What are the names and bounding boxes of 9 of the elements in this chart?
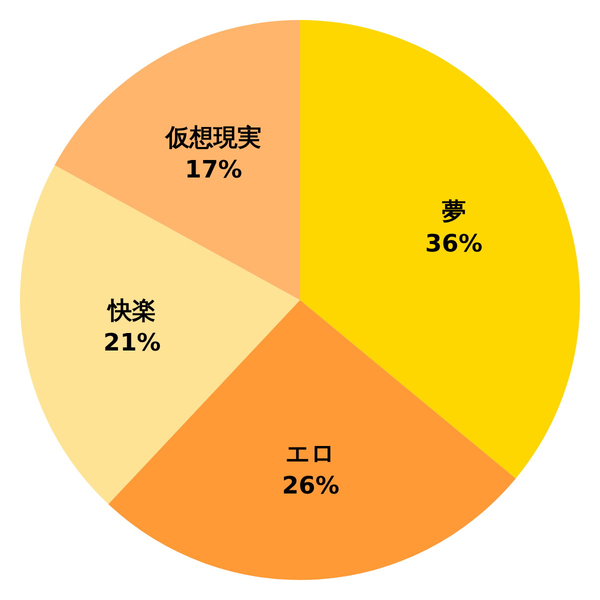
data-label: 36%	[425, 230, 483, 258]
slice-label: 快楽	[106, 296, 156, 325]
slice-label: 仮想現実	[164, 124, 262, 152]
data-label: 17%	[184, 156, 242, 184]
slice-label: 夢	[442, 198, 466, 226]
pie-slice	[54, 20, 300, 300]
data-label: 21%	[103, 328, 161, 357]
slice-label: エロ	[286, 440, 336, 468]
data-label: 26%	[282, 472, 340, 500]
